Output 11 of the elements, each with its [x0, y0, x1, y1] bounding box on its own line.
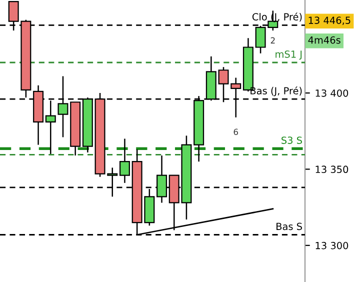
text: 4m46s [308, 36, 340, 44]
y-tick-label: 13 350 [316, 166, 348, 174]
y-tick-label: 13 400 [316, 89, 348, 97]
ref-line-label: mS1 J [276, 50, 302, 60]
annotation: 2 [270, 37, 275, 44]
annotation: 6 [234, 128, 238, 136]
ref-line-label: Bas S [276, 222, 302, 230]
ref-line-label: S3 S [282, 136, 302, 144]
y-tick-label: 13 300 [316, 242, 348, 250]
candlestick [119, 138, 130, 184]
text: 13 446,5 [308, 16, 350, 25]
